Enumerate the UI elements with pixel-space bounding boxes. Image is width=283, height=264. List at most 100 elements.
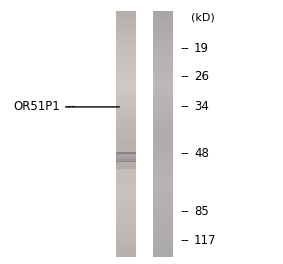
Bar xyxy=(116,195,136,198)
Bar xyxy=(153,224,173,227)
Bar xyxy=(153,65,173,68)
Bar xyxy=(116,74,136,77)
Bar xyxy=(153,205,173,208)
Bar xyxy=(116,60,136,63)
Bar xyxy=(116,154,136,155)
Bar xyxy=(116,131,136,134)
Bar xyxy=(153,246,173,249)
Bar xyxy=(116,33,136,36)
Bar xyxy=(116,153,136,154)
Bar xyxy=(116,185,136,188)
Bar xyxy=(116,249,136,252)
Bar xyxy=(153,150,173,153)
Bar xyxy=(153,28,173,31)
Bar xyxy=(153,185,173,188)
Bar xyxy=(116,182,136,185)
Bar xyxy=(153,11,173,13)
Bar xyxy=(116,254,136,257)
Bar xyxy=(116,155,136,158)
Bar xyxy=(153,23,173,26)
Bar xyxy=(116,43,136,45)
Bar xyxy=(116,52,136,55)
Bar xyxy=(153,52,173,55)
Bar xyxy=(116,217,136,220)
Bar xyxy=(153,160,173,163)
Bar xyxy=(153,116,173,119)
Bar xyxy=(153,13,173,16)
Bar xyxy=(116,37,136,41)
Text: 85: 85 xyxy=(194,205,209,218)
Bar xyxy=(116,143,136,146)
Bar xyxy=(116,197,136,200)
Bar xyxy=(153,136,173,139)
Bar xyxy=(116,30,136,33)
Bar xyxy=(116,128,136,131)
Bar xyxy=(116,246,136,249)
Bar xyxy=(116,162,136,169)
Bar xyxy=(153,146,173,149)
Bar xyxy=(153,219,173,222)
Bar xyxy=(116,241,136,244)
Bar xyxy=(153,99,173,102)
Bar xyxy=(116,160,136,161)
Bar xyxy=(153,111,173,114)
Bar xyxy=(153,155,173,158)
Bar xyxy=(116,153,136,154)
Bar xyxy=(116,101,136,104)
Bar xyxy=(153,209,173,213)
Bar xyxy=(116,136,136,139)
Bar xyxy=(116,62,136,65)
Bar xyxy=(116,111,136,114)
Bar xyxy=(153,173,173,176)
Bar xyxy=(116,205,136,208)
Bar xyxy=(116,114,136,117)
Bar xyxy=(116,16,136,18)
Bar xyxy=(153,25,173,28)
Bar xyxy=(116,180,136,183)
Bar xyxy=(116,187,136,190)
Bar xyxy=(116,227,136,230)
Bar xyxy=(153,133,173,136)
Bar xyxy=(153,190,173,193)
Bar xyxy=(153,138,173,141)
Text: --: -- xyxy=(180,234,189,247)
Bar xyxy=(153,239,173,242)
Bar xyxy=(116,152,136,153)
Bar xyxy=(153,241,173,244)
Bar xyxy=(153,62,173,65)
Bar xyxy=(153,153,173,156)
Bar xyxy=(116,92,136,95)
Bar xyxy=(116,69,136,72)
Bar xyxy=(116,50,136,53)
Bar xyxy=(153,192,173,195)
Bar xyxy=(153,94,173,97)
Bar xyxy=(116,150,136,153)
Bar xyxy=(153,244,173,247)
Bar xyxy=(153,234,173,237)
Bar xyxy=(153,57,173,60)
Bar xyxy=(153,207,173,210)
Text: 48: 48 xyxy=(194,147,209,160)
Bar xyxy=(153,195,173,198)
Bar xyxy=(153,33,173,36)
Bar xyxy=(153,170,173,173)
Text: --: -- xyxy=(180,70,189,83)
Bar xyxy=(116,251,136,254)
Bar xyxy=(153,79,173,82)
Text: 117: 117 xyxy=(194,234,216,247)
Bar xyxy=(116,163,136,166)
Bar xyxy=(153,126,173,129)
Bar xyxy=(153,60,173,63)
Bar xyxy=(153,104,173,107)
Bar xyxy=(116,161,136,162)
Bar xyxy=(116,159,136,160)
Bar xyxy=(153,232,173,234)
Bar xyxy=(116,222,136,225)
Bar xyxy=(116,146,136,149)
Bar xyxy=(116,161,136,162)
Bar xyxy=(116,45,136,48)
Bar xyxy=(153,89,173,92)
Bar xyxy=(153,20,173,23)
Bar xyxy=(116,177,136,181)
Bar xyxy=(153,131,173,134)
